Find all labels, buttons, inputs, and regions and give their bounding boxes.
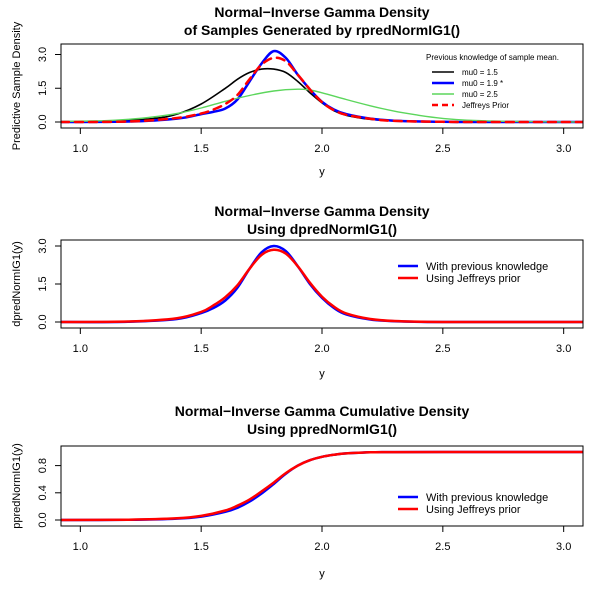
chart-panel-1: Normal−Inverse Gamma Density of Samples G… [11,4,584,178]
x-tick-label: 1.0 [73,143,88,155]
series-line-4 [61,56,583,124]
series-line-2 [61,248,583,324]
x-tick-label: 2.0 [314,143,329,155]
x-tick-label: 3.0 [556,541,571,553]
y-tick-label: 0.0 [37,114,49,129]
x-tick-label: 1.5 [194,541,209,553]
chart-title-line-2: of Samples Generated by rpredNormIG1() [184,22,460,38]
series-group [61,450,583,522]
legend-entry: Using Jeffreys prior [426,504,521,516]
y-axis-label: Predictive Sample Density [11,21,23,150]
y-tick-label: 1.5 [37,81,49,96]
legend-entry: Jeffreys Prior [462,101,509,110]
chart-title-line-1: Normal−Inverse Gamma Density [214,203,429,219]
chart-panel-3: Normal−Inverse Gamma Cumulative Density U… [11,403,584,580]
y-axis-label: dpredNormIG1(y) [11,241,23,327]
y-tick-label: 0.4 [37,485,49,500]
chart-title-line-2: Using dpredNormIG1() [247,221,397,237]
x-tick-label: 3.0 [556,343,571,355]
legend-entry: mu0 = 1.9 * [462,79,503,88]
x-tick-label: 2.0 [314,541,329,553]
series-line-1 [61,67,583,123]
legend-entry: With previous knowledge [426,492,548,504]
y-tick-label: 0.8 [37,458,49,473]
series-group [61,49,583,124]
series-line-3 [61,88,583,123]
x-tick-label: 1.0 [73,541,88,553]
y-axis-label: ppredNormIG1(y) [11,443,23,529]
y-tick-label: 1.5 [37,276,49,291]
chart-title-line-1: Normal−Inverse Gamma Cumulative Density [175,403,470,419]
legend-entry: With previous knowledge [426,261,548,273]
chart-title-line-2: Using ppredNormIG1() [247,421,397,437]
x-axis-label: y [319,368,325,380]
chart-panel-2: Normal−Inverse Gamma Density Using dpredN… [11,203,584,380]
legend-title: Previous knowledge of sample mean. [426,53,559,62]
y-tick-label: 3.0 [37,47,49,62]
legend-entry: Using Jeffreys prior [426,273,521,285]
x-tick-label: 2.0 [314,343,329,355]
x-tick-label: 2.5 [435,143,450,155]
y-tick-label: 0.0 [37,314,49,329]
x-tick-label: 3.0 [556,143,571,155]
legend-entry: mu0 = 1.5 [462,68,498,77]
legend-entry: mu0 = 2.5 [462,90,498,99]
x-tick-label: 1.0 [73,343,88,355]
x-tick-label: 1.5 [194,143,209,155]
x-tick-label: 1.5 [194,343,209,355]
x-tick-label: 2.5 [435,343,450,355]
x-axis-label: y [319,166,325,178]
x-tick-label: 2.5 [435,541,450,553]
y-tick-label: 0.0 [37,512,49,527]
x-axis-label: y [319,568,325,580]
series-group [61,244,583,324]
series-line-2 [61,450,583,522]
legend: Previous knowledge of sample mean. mu0 = … [426,53,559,110]
y-tick-label: 3.0 [37,238,49,253]
chart-title-line-1: Normal−Inverse Gamma Density [214,4,429,20]
